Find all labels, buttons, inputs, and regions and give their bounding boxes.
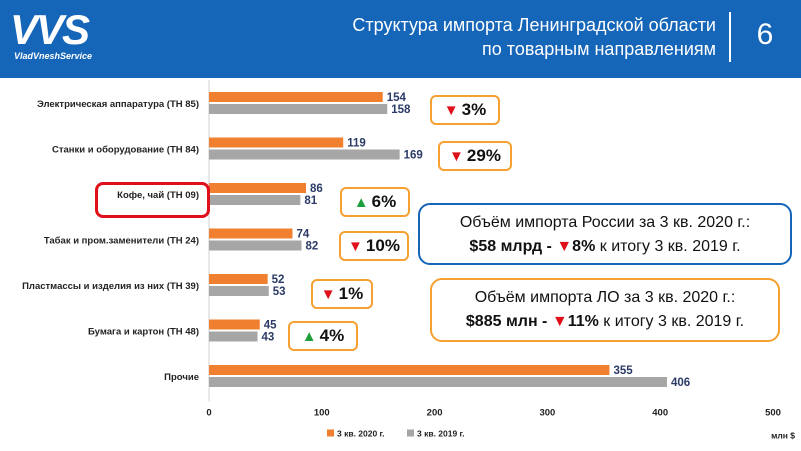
russia-amount: $58 млрд -	[469, 238, 552, 255]
change-badge: ▲ 6%	[340, 187, 410, 217]
data-label: 74	[296, 229, 309, 241]
x-tick-label: 300	[539, 408, 555, 419]
x-tick-label: 100	[314, 408, 330, 419]
bar-2019	[209, 377, 667, 387]
data-label: 53	[273, 286, 286, 298]
bar-2020	[209, 92, 383, 102]
data-label: 86	[310, 183, 323, 195]
russia-info-rest: к итогу 3 кв. 2019 г.	[599, 238, 741, 255]
change-badge: ▼ 1%	[311, 279, 373, 309]
change-value: 29%	[466, 146, 501, 165]
slide-title-line1: Структура импорта Ленинградской области	[352, 15, 716, 35]
data-label: 81	[304, 195, 317, 207]
data-label: 45	[264, 320, 277, 332]
bar-2019	[209, 195, 301, 205]
change-value: 1%	[338, 284, 364, 303]
lo-info-line1: Объём импорта ЛО за 3 кв. 2020 г.:	[474, 289, 736, 306]
header-bar: VVS VladVneshService Структура импорта Л…	[0, 0, 801, 78]
legend-label: 3 кв. 2020 г.	[337, 429, 385, 439]
change-value: 10%	[365, 236, 400, 255]
russia-import-info: Объём импорта России за 3 кв. 2020 г.: $…	[418, 203, 792, 265]
x-tick-label: 500	[765, 408, 781, 419]
x-tick-label: 400	[652, 408, 668, 419]
category-label: Бумага и картон (ТН 48)	[88, 327, 199, 338]
category-label: Электрическая аппаратура (ТН 85)	[37, 99, 199, 110]
category-label: Станки и оборудование (ТН 84)	[52, 145, 199, 156]
x-axis-unit-label: млн $	[771, 431, 795, 441]
bar-2019	[209, 331, 258, 342]
down-triangle-icon: ▼	[443, 101, 459, 119]
change-value: 3%	[461, 100, 487, 119]
down-triangle-icon: ▼	[556, 238, 573, 255]
change-value: 6%	[371, 192, 397, 211]
x-tick-label: 0	[206, 408, 211, 419]
russia-info-line1: Объём импорта России за 3 кв. 2020 г.:	[459, 214, 751, 231]
data-label: 355	[613, 365, 633, 377]
bar-2019	[209, 104, 388, 114]
change-badge: ▲ 4%	[288, 321, 358, 351]
slide-title-line2: по товарным направлениям	[482, 39, 716, 59]
russia-change: 8%	[572, 238, 596, 255]
bar-2020	[209, 137, 344, 148]
russia-info-line2: $58 млрд - ▼8% к итогу 3 кв. 2019 г.	[420, 235, 790, 259]
up-triangle-icon: ▲	[301, 327, 317, 345]
category-label: Кофе, чай (ТН 09)	[117, 190, 199, 201]
legend-swatch	[407, 429, 414, 437]
change-value: 4%	[319, 326, 345, 345]
bar-2020	[209, 228, 293, 239]
bar-2020	[209, 274, 268, 284]
down-triangle-icon: ▼	[551, 313, 568, 330]
data-label: 52	[272, 274, 285, 286]
category-label: Прочие	[164, 372, 199, 383]
logo-main-text: VVS	[10, 6, 90, 53]
bar-2019	[209, 286, 269, 296]
legend-label: 3 кв. 2019 г.	[417, 429, 465, 439]
data-label: 43	[262, 332, 275, 344]
bar-2020	[209, 365, 610, 375]
down-triangle-icon: ▼	[449, 147, 464, 165]
data-label: 406	[671, 377, 690, 389]
data-label: 169	[404, 150, 423, 162]
change-badge: ▼ 10%	[339, 231, 409, 261]
data-label: 154	[387, 92, 407, 104]
down-triangle-icon: ▼	[348, 237, 363, 255]
change-badge: ▼ 29%	[438, 141, 512, 171]
page-number: 6	[756, 18, 774, 51]
logo-sub-text: VladVneshService	[14, 51, 93, 61]
category-label: Табак и пром.заменители (ТН 24)	[44, 236, 199, 247]
header-divider	[729, 12, 731, 62]
bar-2019	[209, 240, 302, 251]
slide-title: Структура импорта Ленинградской области …	[216, 13, 716, 61]
category-label: Пластмассы и изделия из них (ТН 39)	[22, 281, 199, 292]
lo-amount: $885 млн -	[465, 313, 548, 330]
company-logo: VVS VladVneshService	[10, 8, 130, 64]
legend-swatch	[327, 429, 334, 437]
lo-info-line2: $885 млн - ▼11% к итогу 3 кв. 2019 г.	[432, 310, 778, 334]
x-tick-label: 200	[427, 408, 443, 419]
data-label: 158	[391, 104, 411, 116]
highlight-frame	[95, 182, 210, 218]
data-label: 119	[347, 138, 366, 150]
bar-2020	[209, 319, 260, 330]
down-triangle-icon: ▼	[320, 285, 336, 303]
lo-info-rest: к итогу 3 кв. 2019 г.	[603, 313, 745, 330]
change-badge: ▼ 3%	[430, 95, 500, 125]
lo-import-info: Объём импорта ЛО за 3 кв. 2020 г.: $885 …	[430, 278, 780, 342]
up-triangle-icon: ▲	[353, 193, 369, 211]
bar-2019	[209, 149, 400, 160]
data-label: 82	[305, 241, 318, 253]
lo-change: 11%	[567, 313, 599, 330]
bar-2020	[209, 183, 307, 193]
